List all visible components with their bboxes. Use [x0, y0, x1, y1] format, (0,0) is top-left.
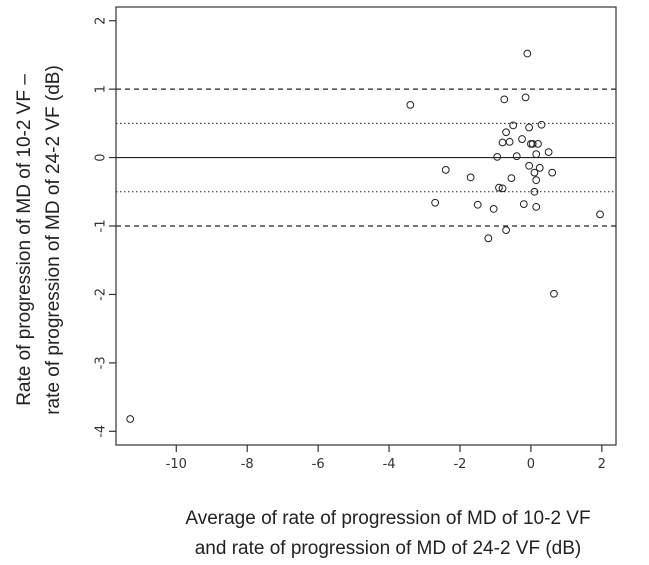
- y-tick-label: -4: [94, 425, 109, 438]
- data-point: [537, 120, 546, 129]
- data-point: [466, 173, 475, 182]
- y-axis-title-line-1: Rate of progression of MD of 10-2 VF –: [14, 74, 35, 406]
- y-tick-label: 0: [94, 153, 109, 161]
- x-tick-label: 0: [527, 457, 535, 472]
- data-points: [126, 49, 604, 423]
- data-point: [498, 184, 507, 193]
- data-point: [528, 139, 537, 148]
- data-point: [596, 210, 604, 219]
- x-axis-title-line-1: Average of rate of progression of MD of …: [185, 508, 591, 529]
- data-point: [519, 200, 528, 209]
- data-point: [544, 148, 553, 156]
- data-point: [431, 198, 440, 207]
- data-point: [532, 202, 541, 211]
- data-point: [489, 204, 498, 213]
- y-tick-label: 1: [94, 85, 109, 93]
- data-point: [509, 121, 518, 130]
- y-tick-label: -1: [94, 220, 109, 233]
- data-point: [502, 226, 510, 235]
- data-point: [441, 165, 450, 174]
- data-point: [532, 176, 541, 185]
- y-axis-title: Rate of progression of MD of 10-2 VF – r…: [14, 65, 64, 415]
- data-point: [473, 200, 482, 209]
- data-point: [126, 415, 135, 423]
- y-tick-label: 2: [94, 17, 109, 25]
- x-tick-label: -8: [241, 457, 254, 472]
- data-point: [523, 49, 532, 58]
- data-point: [534, 139, 542, 148]
- data-point: [502, 128, 510, 137]
- y-tick-label: -2: [94, 288, 109, 301]
- data-point: [530, 187, 539, 196]
- data-point: [498, 138, 507, 147]
- reference-lines: [116, 88, 616, 227]
- x-axis-title-line-2: and rate of progression of MD of 24-2 VF…: [194, 538, 582, 559]
- data-point: [535, 163, 544, 172]
- data-point: [406, 100, 415, 109]
- x-tick-label: 2: [598, 457, 606, 472]
- x-tick-label: -10: [166, 457, 187, 472]
- data-point: [495, 183, 503, 192]
- data-point: [525, 123, 534, 132]
- data-point: [493, 152, 502, 161]
- y-axis-title-line-2: rate of progression of MD of 24-2 VF (dB…: [43, 65, 64, 415]
- data-point: [532, 150, 541, 159]
- x-tick-label: -6: [312, 457, 325, 472]
- y-tick-label: -3: [94, 356, 109, 369]
- data-point: [505, 137, 514, 146]
- x-tick-label: -4: [383, 457, 396, 472]
- data-point: [525, 161, 534, 170]
- data-point: [550, 289, 558, 298]
- x-tick-label: -2: [453, 457, 466, 472]
- data-point: [507, 174, 516, 182]
- data-point: [500, 95, 509, 104]
- data-point: [521, 93, 530, 102]
- data-point: [548, 168, 557, 177]
- data-point: [484, 234, 493, 243]
- data-point: [512, 152, 521, 161]
- data-point: [530, 168, 539, 177]
- data-point: [518, 135, 526, 143]
